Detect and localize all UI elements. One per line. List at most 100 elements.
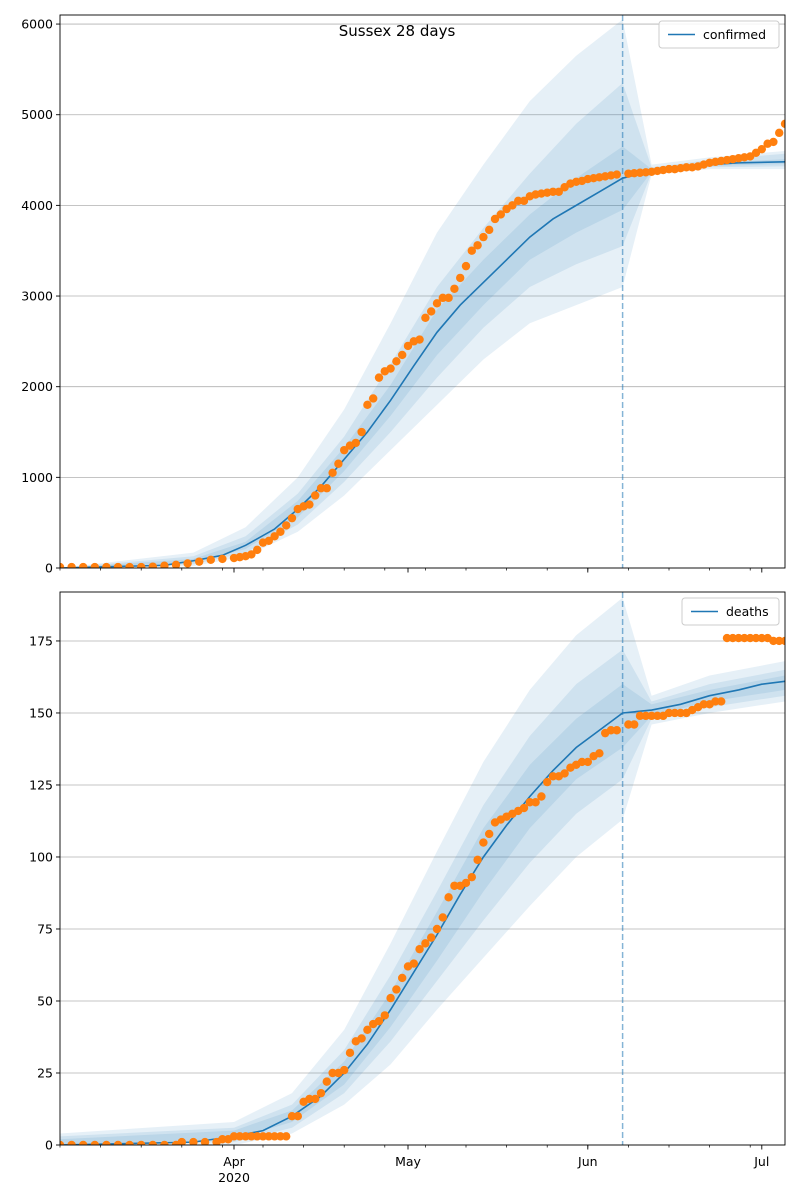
data-point bbox=[183, 559, 192, 568]
data-point bbox=[125, 1140, 134, 1145]
data-point bbox=[264, 1132, 273, 1141]
x-tick-label: Jul bbox=[753, 1154, 769, 1169]
data-point bbox=[711, 697, 720, 706]
data-point bbox=[334, 459, 343, 468]
data-point bbox=[218, 554, 227, 564]
data-point bbox=[322, 484, 331, 493]
data-point bbox=[635, 711, 645, 721]
data-point bbox=[137, 1140, 146, 1145]
data-point bbox=[258, 1132, 268, 1141]
legend-label: deaths bbox=[726, 604, 769, 619]
data-point bbox=[444, 893, 453, 902]
data-point bbox=[531, 798, 540, 807]
data-point bbox=[293, 1111, 302, 1121]
data-point bbox=[386, 993, 395, 1003]
data-point bbox=[479, 838, 488, 847]
data-point bbox=[345, 1048, 355, 1058]
data-point bbox=[775, 128, 784, 138]
data-point bbox=[473, 855, 482, 865]
data-point bbox=[189, 1137, 198, 1145]
data-point bbox=[287, 513, 297, 523]
data-point bbox=[473, 241, 482, 250]
x-tick-label: Apr bbox=[223, 1154, 245, 1169]
axes-frame bbox=[59, 14, 786, 569]
data-point bbox=[160, 561, 169, 568]
data-point bbox=[363, 400, 372, 410]
data-point bbox=[554, 187, 563, 196]
data-point bbox=[392, 985, 401, 994]
data-point bbox=[595, 749, 604, 758]
data-point bbox=[322, 1077, 331, 1086]
y-tick-label: 1000 bbox=[21, 470, 53, 485]
data-point bbox=[676, 708, 685, 718]
data-point bbox=[612, 170, 621, 179]
data-point bbox=[653, 711, 662, 721]
data-point bbox=[577, 757, 587, 767]
data-point bbox=[427, 933, 436, 942]
data-point bbox=[398, 973, 407, 983]
data-point bbox=[438, 293, 447, 303]
data-point bbox=[757, 633, 766, 643]
data-point bbox=[398, 350, 407, 360]
y-tick-label: 5000 bbox=[21, 107, 53, 122]
data-point bbox=[328, 468, 337, 478]
data-point bbox=[740, 633, 749, 643]
data-point bbox=[525, 798, 534, 807]
data-point bbox=[282, 521, 291, 530]
x-tick-label: May bbox=[395, 1154, 421, 1169]
data-point bbox=[606, 726, 616, 735]
y-tick-label: 25 bbox=[37, 1065, 53, 1080]
data-point bbox=[647, 711, 656, 721]
data-point bbox=[311, 1094, 320, 1104]
y-tick-label: 100 bbox=[29, 849, 53, 864]
data-point bbox=[432, 924, 442, 934]
legend-box bbox=[658, 20, 780, 49]
legend-box bbox=[681, 597, 780, 626]
data-point bbox=[177, 1137, 186, 1145]
data-point bbox=[467, 872, 476, 882]
data-point bbox=[380, 1011, 389, 1020]
figure-title: Sussex 28 days bbox=[339, 22, 456, 40]
data-point bbox=[67, 1140, 76, 1145]
data-point bbox=[456, 273, 465, 283]
data-point bbox=[235, 1132, 244, 1141]
legend: deaths bbox=[681, 597, 780, 626]
data-point bbox=[60, 562, 65, 568]
data-point bbox=[160, 1140, 169, 1145]
data-point bbox=[351, 438, 360, 448]
data-point bbox=[560, 769, 569, 778]
observed-points bbox=[60, 119, 785, 568]
data-point bbox=[461, 878, 471, 888]
data-point bbox=[264, 536, 273, 546]
data-point bbox=[247, 550, 256, 559]
plot-area bbox=[60, 597, 785, 1145]
data-point bbox=[200, 1137, 210, 1145]
y-tick-label: 175 bbox=[29, 633, 53, 648]
data-point bbox=[421, 313, 430, 322]
data-point bbox=[751, 633, 761, 643]
data-point bbox=[409, 959, 418, 968]
data-point bbox=[490, 214, 500, 224]
plot-area bbox=[60, 19, 785, 568]
data-point bbox=[746, 633, 755, 643]
data-point bbox=[583, 757, 592, 767]
data-point bbox=[415, 944, 424, 954]
data-point bbox=[519, 196, 529, 206]
uncertainty-band-inner bbox=[60, 146, 785, 568]
data-point bbox=[171, 560, 181, 568]
data-point bbox=[548, 187, 558, 196]
data-point bbox=[340, 445, 349, 455]
data-point bbox=[363, 1025, 372, 1034]
data-point bbox=[485, 829, 494, 839]
data-point bbox=[311, 491, 320, 500]
data-point bbox=[206, 555, 215, 565]
y-tick-label: 4000 bbox=[21, 198, 53, 213]
data-point bbox=[357, 1034, 366, 1043]
uncertainty-band-outer bbox=[60, 19, 785, 568]
data-point bbox=[432, 299, 442, 308]
data-point bbox=[427, 307, 436, 316]
data-point bbox=[357, 427, 366, 437]
data-point bbox=[137, 562, 146, 568]
data-point bbox=[102, 562, 111, 568]
data-point bbox=[508, 201, 517, 210]
